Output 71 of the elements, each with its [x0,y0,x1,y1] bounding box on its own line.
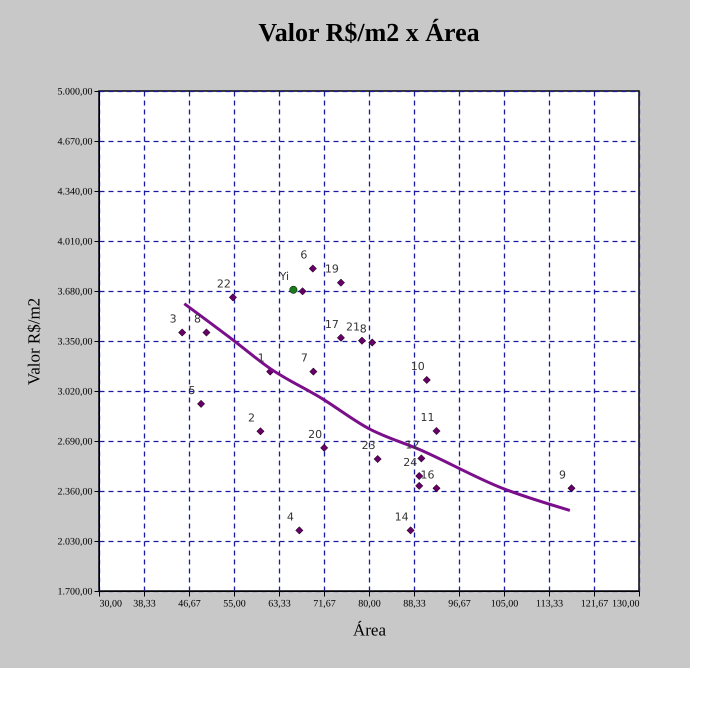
point [320,444,328,452]
point [289,286,298,294]
x-tick-label: 46,67 [178,598,201,610]
x-tick-label: 105,00 [490,598,518,610]
x-tick-label: 71,67 [313,598,336,610]
line-series [182,302,572,512]
point [374,455,382,463]
point [406,526,415,534]
y-axis-title: Valor R$/m2 [24,298,44,386]
annotation: 3 [170,312,177,326]
annotation: 23 [362,439,376,452]
point [432,427,440,435]
annotation: 20 [308,428,322,441]
y-tick-label: 2.360,00 [58,486,92,498]
x-tick-label: 63,33 [268,598,291,610]
point [228,293,237,302]
x-tick-label: 96,67 [448,598,471,610]
annotation: 6 [300,248,308,262]
y-tick-label: 4.340,00 [58,186,92,198]
y-tick-label: 5.000,00 [58,86,92,98]
point [295,526,304,534]
annotation: 19 [324,262,339,276]
point [308,264,317,273]
annotation: 11 [420,411,434,424]
annotation: 12 [405,438,420,452]
point [309,368,318,376]
y-tick-label: 1.700,00 [58,586,92,598]
point [256,427,264,436]
annotation: 8 [360,322,367,336]
chart-title: Valor R$/m2 x Área [258,18,480,47]
y-tick-label: 2.690,00 [58,436,92,448]
point [568,484,576,492]
point [358,336,366,345]
x-axis-title: Área [352,620,386,640]
point [417,454,426,462]
x-tick-label: 55,00 [223,598,246,610]
point [368,338,376,346]
x-tick-label: 80,00 [358,598,381,610]
annotation: 21 [346,320,360,334]
x-tick-label: 113,33 [536,598,564,610]
point [422,376,431,384]
annotation: 9 [559,468,566,482]
y-tick-label: 4.670,00 [58,136,92,148]
x-tick-label: 30,00 [100,598,122,610]
point [336,278,345,287]
annotation: 7 [300,352,308,365]
annotation: 16 [420,468,434,482]
x-tick-label: 130,00 [612,598,640,610]
point [415,482,424,490]
y-tick-label: 3.020,00 [58,386,92,398]
annotation: 4 [286,510,294,524]
annotation: 8 [194,312,201,326]
point [336,334,345,342]
y-tick-label: 3.350,00 [58,336,92,348]
y-tick-label: 3.680,00 [58,286,92,298]
annotation: 17 [324,318,339,331]
annotation: 14 [394,510,409,524]
point [298,287,307,296]
point [178,328,186,336]
x-tick-label: 88,33 [403,598,426,610]
annotation: 10 [410,360,425,373]
y-tick-label: 2.030,00 [58,536,92,548]
point [197,400,206,408]
point [432,484,440,492]
x-tick-label: 38,33 [133,598,156,610]
point [202,328,210,336]
annotation: Yi [278,270,290,283]
annotation: 22 [216,277,231,290]
annotation: 2 [248,411,255,424]
x-tick-label: 121,67 [580,598,608,610]
y-tick-label: 4.010,00 [58,236,92,248]
